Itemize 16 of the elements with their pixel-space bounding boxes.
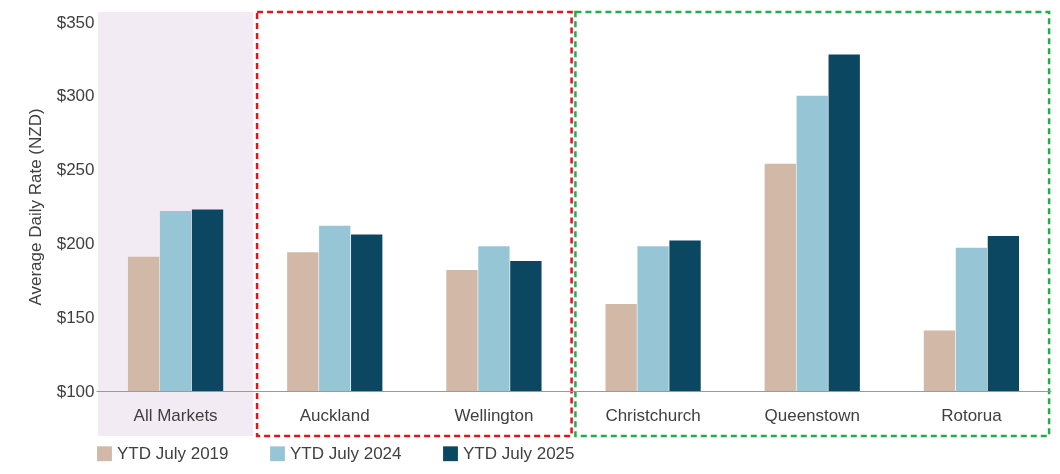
y-axis-title: Average Daily Rate (NZD) [25, 108, 45, 306]
y-tick-label: $350 [56, 12, 95, 32]
x-tick-label: All Markets [133, 405, 218, 425]
legend-label: YTD July 2025 [463, 443, 575, 463]
y-tick-label: $200 [56, 233, 95, 253]
x-tick-label: Rotorua [941, 405, 1003, 425]
legend-label: YTD July 2019 [117, 443, 229, 463]
legend-label: YTD July 2024 [290, 443, 402, 463]
x-tick-label: Auckland [299, 405, 370, 425]
x-tick-label: Queenstown [764, 405, 860, 425]
y-tick-label: $250 [56, 160, 95, 180]
x-tick-label: Christchurch [605, 405, 701, 425]
y-tick-label: $150 [56, 307, 95, 327]
y-tick-label: $300 [56, 86, 95, 106]
y-tick-label: $100 [56, 381, 95, 401]
x-tick-label: Wellington [454, 405, 534, 425]
